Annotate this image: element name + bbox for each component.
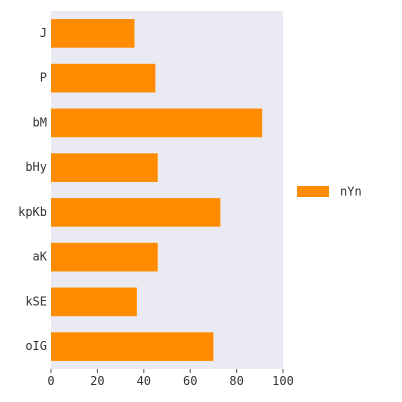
legend: nYn (297, 185, 362, 199)
y-tick-label-oIG: oIG (25, 339, 47, 353)
bar-J (51, 19, 135, 48)
y-tick-label-kSE: kSE (25, 294, 47, 308)
x-tick-label-60: 60 (183, 374, 197, 388)
y-tick-label-kpKb: kpKb (18, 205, 47, 219)
legend-swatch-nYn (297, 186, 329, 197)
bar-bM (51, 108, 263, 138)
legend-label-nYn: nYn (340, 185, 362, 199)
bar-P (51, 63, 156, 93)
bar-kSE (51, 287, 137, 317)
x-tick-label-80: 80 (229, 374, 243, 388)
y-tick-label-P: P (40, 71, 47, 85)
bar-kpKb (51, 198, 221, 227)
y-tick-label-J: J (40, 26, 47, 40)
bar-bHy (51, 153, 158, 182)
y-tick-label-bM: bM (33, 115, 47, 129)
x-tick-label-20: 20 (90, 374, 104, 388)
y-tick-label-aK: aK (33, 250, 48, 264)
x-tick-label-0: 0 (47, 374, 54, 388)
y-tick-labels: J PbM bHy kpKb aK kSE oIG (18, 26, 48, 353)
bar-oIG (51, 332, 214, 361)
x-tick-label-40: 40 (137, 374, 151, 388)
bars-group (51, 19, 263, 361)
x-ticks: 0 20 40 60 80 100 (47, 369, 294, 388)
x-tick-label-100: 100 (272, 374, 294, 388)
y-tick-label-bHy: bHy (25, 160, 47, 174)
bar-aK (51, 242, 158, 272)
